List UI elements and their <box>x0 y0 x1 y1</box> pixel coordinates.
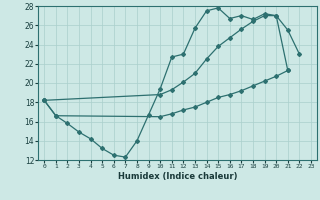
X-axis label: Humidex (Indice chaleur): Humidex (Indice chaleur) <box>118 172 237 181</box>
